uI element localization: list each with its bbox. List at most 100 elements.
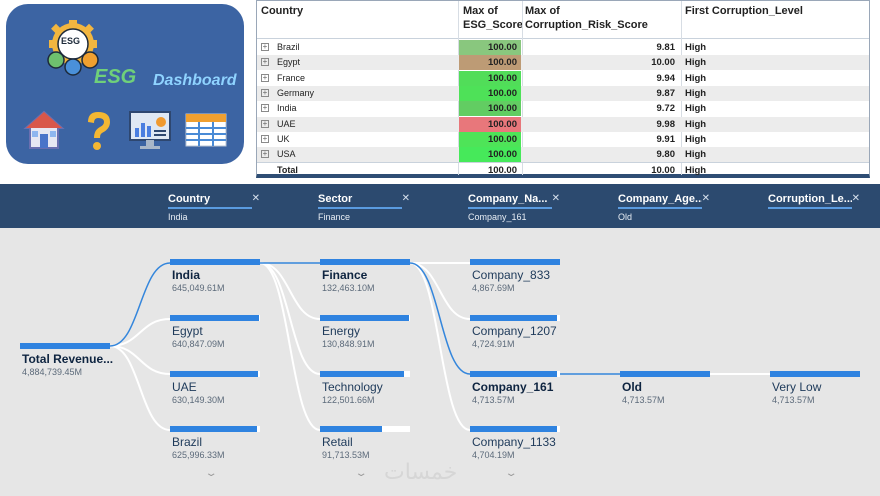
cell-corruption-level: High [685,42,707,53]
chevron-down-icon[interactable]: ⌄ [204,468,218,479]
connector-line [409,262,471,431]
col-header-esg-line1: Max of [463,5,498,17]
node-bar [470,259,560,265]
node-value: 630,149.30M [172,395,225,405]
level-filter: Old [618,212,633,222]
cell-corruption-level: High [685,87,707,99]
col-header-corruption-level[interactable]: First Corruption_Level [685,5,803,17]
node-fill [20,343,110,349]
country-matrix-table: Country Max of ESG_Score Max of Corrupti… [256,0,870,178]
cell-risk-score: 9.87 [656,87,676,99]
node-label: Company_833 [472,268,551,282]
decomposition-tree: Country ✕ India Sector ✕ Finance Company… [0,184,880,496]
cell-esg-score: 100.00 [459,131,521,147]
connector-selected [109,262,171,347]
expand-plus-icon[interactable]: + [261,103,269,113]
connector-line [409,262,471,320]
col-header-risk-line2: Corruption_Risk_Score [525,19,648,31]
cell-total-label: Total [277,165,298,176]
col-header-risk-score[interactable]: Max of Corruption_Risk_Score [525,4,648,32]
node-value: 4,867.69M [472,283,515,293]
node-bar [320,315,410,321]
node-label: Old [622,380,642,394]
col-header-esg-score[interactable]: Max of ESG_Score [463,4,523,32]
node-fill [170,371,258,377]
cell-esg-score: 100.00 [459,116,521,132]
col-header-country[interactable]: Country [261,5,304,17]
level-name: Company_Na... [468,193,552,209]
cell-esg-score: 100.00 [459,101,521,117]
node-fill [170,259,260,265]
table-row[interactable]: + Egypt 100.00 10.00 High [257,55,869,71]
table-grid-icon[interactable] [184,108,228,152]
table-row[interactable]: + Germany 100.00 9.87 High [257,85,869,101]
expand-plus-icon[interactable]: + [261,133,269,143]
node-bar [320,371,410,377]
cell-esg-score: 100.00 [459,40,521,55]
node-fill [170,315,259,321]
table-row[interactable]: + USA 100.00 9.80 High [257,147,869,163]
cell-corruption-level: High [685,118,707,130]
chevron-down-icon[interactable]: ⌄ [504,468,518,479]
home-icon[interactable] [22,108,66,152]
table-row[interactable]: + India 100.00 9.72 High [257,101,869,117]
close-icon[interactable]: ✕ [251,193,260,204]
node-label: Total Revenue... [22,352,114,366]
node-value: 132,463.10M [322,283,375,293]
node-value: 130,848.91M [322,339,375,349]
level-name: Country [168,193,252,209]
node-bar [170,426,260,432]
close-icon[interactable]: ✕ [551,193,560,204]
cell-country: USA [277,149,296,160]
node-bar [320,426,410,432]
close-icon[interactable]: ✕ [851,193,860,204]
cell-risk-score: 9.98 [656,118,676,130]
level-name: Company_Age... [618,193,702,209]
node-fill [170,426,257,432]
expand-plus-icon[interactable]: + [261,42,269,51]
node-fill [320,371,404,377]
cell-country: UK [277,133,290,144]
table-row[interactable]: + France 100.00 9.94 High [257,70,869,86]
table-row[interactable]: + UAE 100.00 9.98 High [257,116,869,132]
level-name: Corruption_Le... [768,193,852,209]
analytics-monitor-icon[interactable] [128,108,172,152]
chevron-down-icon[interactable]: ⌄ [354,468,368,479]
close-icon[interactable]: ✕ [701,193,710,204]
table-row[interactable]: + Brazil 100.00 9.81 High [257,40,869,55]
expand-plus-icon[interactable]: + [261,149,269,159]
connector-line [109,345,171,375]
level-header-company-age[interactable]: Company_Age... ✕ Old [618,193,710,222]
node-label: Company_1133 [472,435,556,449]
level-header-company-name[interactable]: Company_Na... ✕ Company_161 [468,193,560,222]
node-label: Very Low [772,380,822,394]
close-icon[interactable]: ✕ [401,193,410,204]
level-filter: India [168,212,188,222]
level-filter: Finance [318,212,351,222]
expand-plus-icon[interactable]: + [261,57,269,67]
cell-country: France [277,72,306,83]
expand-plus-icon[interactable]: + [261,87,269,97]
cell-total-esg: 100.00 [487,165,517,177]
table-header: Country Max of ESG_Score Max of Corrupti… [257,1,869,39]
cell-country: India [277,103,297,114]
node-label: UAE [172,380,197,394]
node-value: 91,713.53M [322,450,370,460]
node-fill [470,426,557,432]
level-header-country[interactable]: Country ✕ India [168,193,260,222]
node-fill [320,315,409,321]
node-value: 4,704.19M [472,450,515,460]
connector-selected [409,262,471,375]
expand-plus-icon[interactable]: + [261,118,269,128]
level-header-sector[interactable]: Sector ✕ Finance [318,193,410,222]
cell-risk-score: 9.72 [656,103,676,115]
cell-risk-score: 9.91 [656,133,676,145]
connector-line [109,345,171,431]
table-total-row: Total 100.00 10.00 High [257,162,869,177]
expand-plus-icon[interactable]: + [261,72,269,82]
logo-title: ESG [94,66,137,88]
help-question-icon[interactable] [76,108,120,152]
table-row[interactable]: + UK 100.00 9.91 High [257,131,869,147]
level-header-corruption-level[interactable]: Corruption_Le... ✕ [768,193,860,209]
logo-subtitle: Dashboard [153,72,237,89]
